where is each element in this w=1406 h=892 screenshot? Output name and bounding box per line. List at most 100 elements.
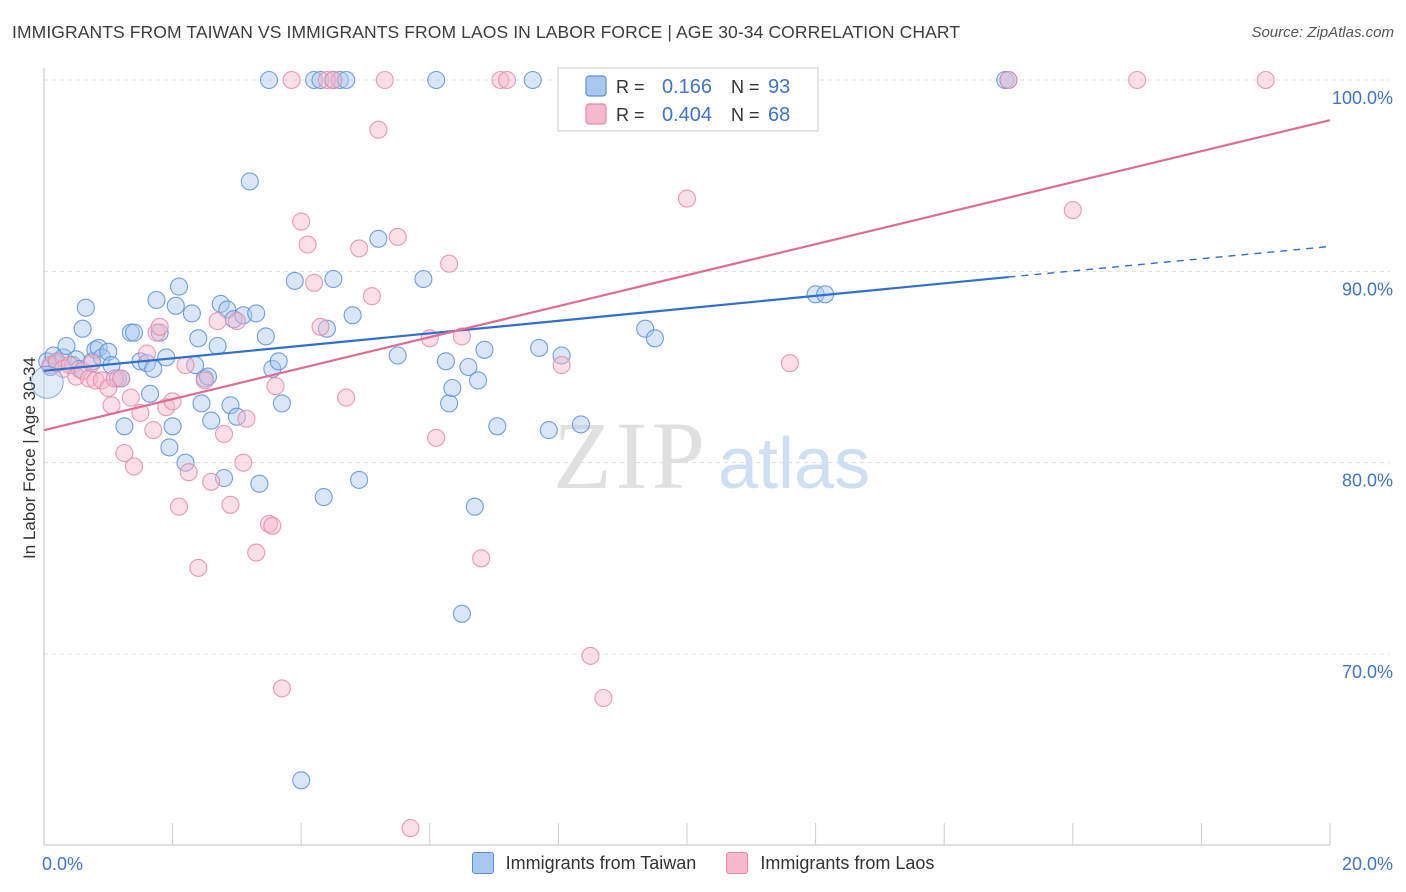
point-laos (452, 327, 471, 346)
point-laos (102, 396, 121, 415)
point-taiwan (436, 352, 455, 371)
point-taiwan (99, 342, 118, 361)
point-taiwan (259, 70, 279, 90)
point-taiwan (250, 474, 269, 493)
point-laos (581, 646, 600, 665)
point-laos (112, 369, 131, 388)
point-laos (195, 371, 214, 390)
point-laos (780, 354, 799, 373)
legend-r-label-taiwan: R = (616, 77, 645, 97)
point-laos (105, 369, 124, 388)
point-taiwan (221, 396, 240, 415)
point-taiwan (645, 329, 664, 348)
point-taiwan (350, 470, 369, 489)
trend-lines (43, 119, 1331, 432)
point-laos (427, 428, 446, 447)
legend-item-taiwan: Immigrants from Taiwan (471, 852, 697, 874)
legend-label-laos: Immigrants from Laos (760, 852, 935, 873)
point-laos (234, 453, 253, 472)
point-laos (305, 273, 324, 292)
point-taiwan (272, 394, 291, 413)
point-taiwan (292, 771, 311, 790)
point-laos (552, 356, 571, 375)
point-laos (282, 70, 301, 90)
point-laos (150, 317, 169, 336)
point-laos (247, 543, 266, 562)
point-laos (115, 444, 134, 463)
point-taiwan (166, 296, 185, 315)
point-taiwan (571, 415, 590, 434)
point-taiwan (160, 438, 179, 457)
legend-swatch-laos-bottom (726, 852, 749, 874)
legend-r-value-taiwan: 0.166 (662, 76, 712, 98)
point-taiwan (141, 384, 160, 403)
point-taiwan (530, 338, 549, 357)
point-taiwan (115, 417, 134, 436)
point-laos (144, 421, 163, 440)
point-taiwan (475, 340, 494, 359)
point-taiwan (314, 488, 333, 507)
point-laos (350, 239, 369, 258)
gridlines (44, 79, 1390, 655)
point-taiwan (330, 70, 349, 90)
point-laos (324, 70, 343, 90)
point-taiwan (247, 304, 266, 323)
point-laos (237, 409, 256, 428)
point-taiwan (269, 352, 288, 371)
point-taiwan (459, 357, 478, 377)
point-laos (999, 70, 1018, 90)
point-taiwan (147, 290, 166, 310)
x-tick-label: 20.0% (1342, 854, 1393, 874)
trend-line-taiwan (43, 275, 1009, 372)
legend-swatch-taiwan (585, 75, 607, 97)
point-taiwan (317, 319, 336, 338)
legend-label-taiwan: Immigrants from Taiwan (505, 852, 697, 873)
point-taiwan (337, 70, 356, 90)
point-taiwan (176, 453, 195, 472)
point-laos (292, 212, 311, 231)
legend-n-label-taiwan: N = (731, 77, 760, 97)
point-laos (99, 378, 118, 398)
point-laos (1256, 70, 1275, 90)
point-taiwan (57, 336, 76, 356)
point-laos (208, 312, 227, 331)
point-laos (375, 70, 394, 90)
point-taiwan (89, 338, 108, 357)
series-legend: Immigrants from Taiwan Immigrants from L… (0, 852, 1406, 874)
legend-swatch-laos (585, 103, 607, 125)
point-laos (259, 514, 279, 533)
y-tick-label: 100.0% (1332, 88, 1393, 108)
point-laos (388, 227, 407, 246)
y-tick-label: 80.0% (1342, 471, 1393, 491)
point-laos (497, 70, 517, 90)
point-taiwan (369, 229, 388, 248)
point-taiwan-cluster (30, 365, 64, 399)
point-laos (401, 819, 420, 838)
point-taiwan (285, 271, 304, 290)
point-taiwan (189, 329, 208, 348)
point-taiwan (240, 172, 259, 191)
point-laos (176, 356, 195, 375)
y-tick-label: 90.0% (1342, 279, 1393, 299)
point-laos (266, 377, 285, 396)
legend-r-value-laos: 0.404 (662, 104, 712, 126)
x-tick-label: 0.0% (42, 854, 83, 874)
point-laos (298, 235, 317, 254)
point-laos (179, 463, 198, 482)
point-laos (202, 472, 221, 491)
point-taiwan (163, 417, 182, 436)
point-taiwan (443, 378, 462, 398)
legend-swatch-taiwan-bottom (471, 852, 494, 874)
point-taiwan (523, 70, 542, 90)
point-laos (272, 679, 291, 698)
point-laos (1128, 70, 1147, 90)
point-laos (311, 317, 330, 336)
point-laos (147, 323, 166, 342)
point-laos (677, 189, 697, 208)
data-points (30, 70, 1275, 838)
point-taiwan (256, 327, 275, 346)
point-taiwan (427, 70, 446, 90)
point-laos (124, 457, 144, 476)
point-laos (189, 558, 208, 577)
